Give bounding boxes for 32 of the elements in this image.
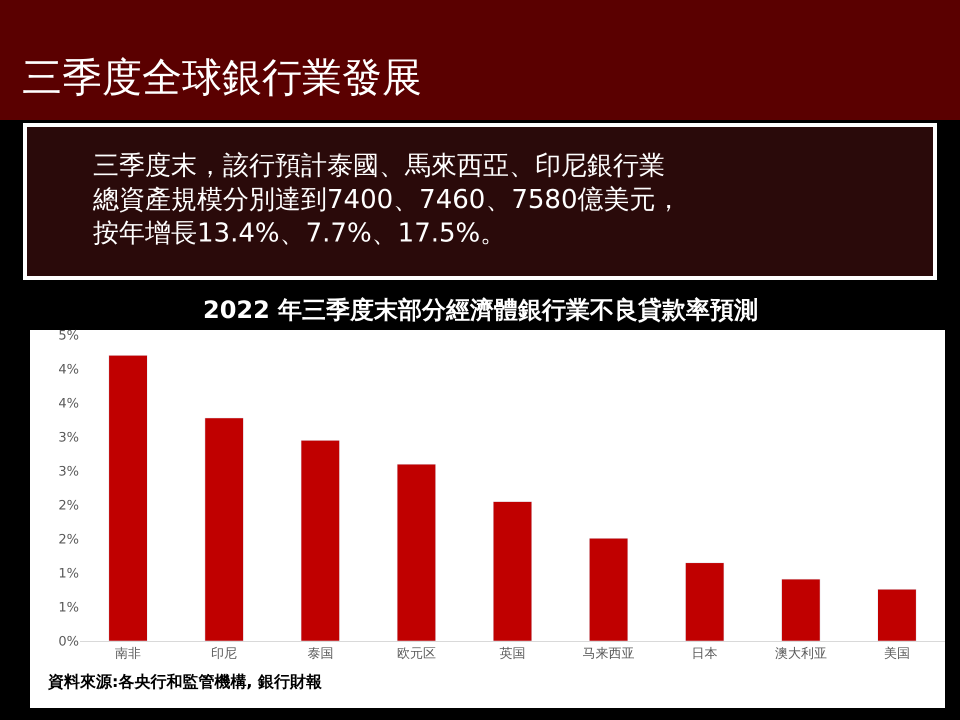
y-tick-label: 4% — [58, 396, 79, 412]
bar — [300, 440, 340, 641]
x-tick-label: 澳大利亚 — [774, 646, 827, 662]
bar — [781, 578, 820, 641]
bar — [204, 418, 244, 641]
y-tick-label: 0% — [58, 634, 79, 650]
y-tick-label: 4% — [58, 362, 79, 378]
bar — [493, 501, 532, 641]
bar — [396, 464, 436, 641]
y-tick-label: 2% — [58, 532, 79, 548]
bar — [589, 538, 628, 641]
x-tick-label: 印尼 — [211, 646, 238, 662]
text: 2022 年三季度末部分經濟體銀行業不良貸款率預測 — [203, 296, 758, 324]
source-note: 資料來源:各央行和監管機構, 銀行財報 — [47, 672, 324, 691]
y-tick-label: 1% — [58, 600, 79, 616]
y-tick-label: 2% — [58, 498, 79, 514]
chart-title: 三季度全球銀行業發展 — [22, 55, 422, 101]
y-tick-label: 3% — [58, 464, 79, 480]
x-tick-label: 马来西亚 — [582, 646, 635, 662]
y-tick-label: 3% — [58, 430, 79, 446]
x-tick-label: 美国 — [884, 646, 910, 662]
bar — [685, 562, 724, 641]
x-tick-label: 泰国 — [307, 646, 334, 662]
chart-subtitle: 三季度末，該行預計泰國、馬來西亞、印尼銀行業總資產規模分別達到7400、7460、7580億美元，按年增長13.4%、7.7%、17.5%。 — [92, 151, 682, 249]
bar — [877, 589, 916, 641]
bar — [108, 355, 148, 641]
x-tick-label: 南非 — [115, 646, 142, 662]
x-tick-label: 英国 — [500, 646, 526, 662]
y-tick-label: 1% — [58, 566, 79, 582]
y-tick-label: 5% — [58, 328, 79, 344]
x-tick-label: 日本 — [692, 646, 718, 662]
x-tick-label: 欧元区 — [396, 646, 436, 662]
